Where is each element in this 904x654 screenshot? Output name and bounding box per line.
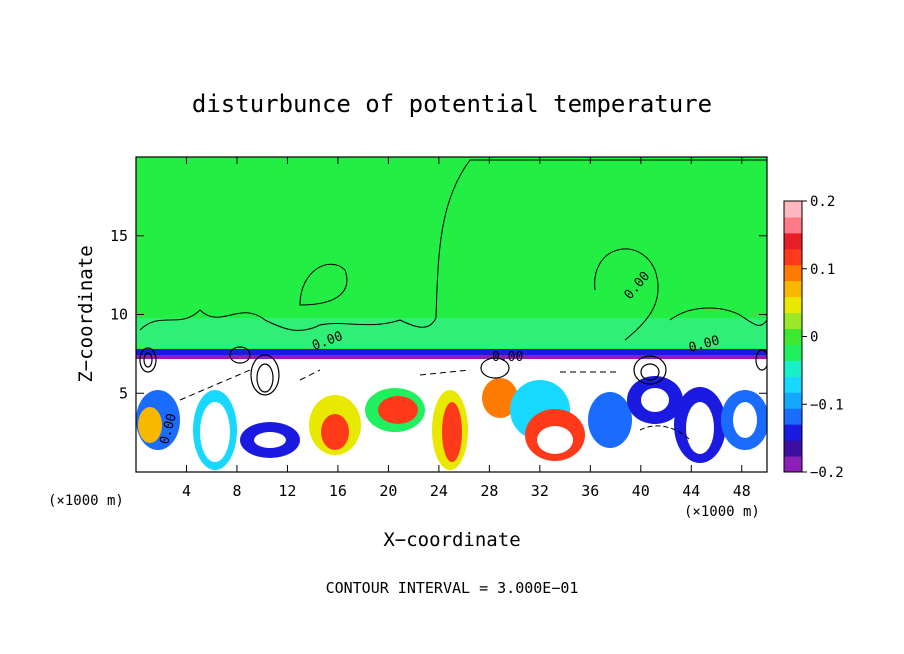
colorbar-segment	[784, 264, 802, 282]
colorbar-segment	[784, 376, 802, 393]
x-axis: 4 8 12 16 20 24 28 32 36 40 44 48	[182, 157, 751, 500]
y-axis: 5 10 15	[110, 227, 767, 402]
x-tick-label: 48	[733, 482, 751, 500]
x-tick-label: 12	[278, 482, 296, 500]
eddies	[136, 376, 767, 470]
colorbar-segment	[784, 248, 802, 266]
colorbar-segment	[784, 280, 802, 298]
colorbar	[783, 200, 803, 473]
y-axis-label: Z−coordinate	[75, 245, 97, 382]
x-tick-label: 24	[430, 482, 448, 500]
x-tick-label: 40	[632, 482, 650, 500]
colorbar-segment	[784, 312, 802, 330]
colorbar-segment	[784, 456, 802, 473]
x-unit-right: (×1000 m)	[684, 504, 760, 520]
colorbar-segment	[784, 296, 802, 314]
colorbar-ticks: 0.2 0.1 0 −0.1 −0.2	[802, 194, 844, 481]
x-tick-label: 4	[182, 482, 191, 500]
field-purple-band	[136, 355, 767, 359]
colorbar-segment	[784, 440, 802, 457]
colorbar-segment	[784, 216, 802, 234]
y-tick-label: 15	[110, 227, 128, 245]
colorbar-tick-label: 0.1	[810, 262, 835, 278]
colorbar-tick-label: 0	[810, 330, 818, 346]
chart-title: disturbunce of potential temperature	[192, 90, 712, 118]
field-cyan-layer	[136, 318, 767, 348]
x-tick-label: 16	[329, 482, 347, 500]
x-tick-label: 36	[581, 482, 599, 500]
colorbar-segment	[784, 408, 802, 425]
y-tick-label: 5	[119, 384, 128, 402]
colorbar-segment	[784, 328, 802, 345]
x-tick-label: 28	[480, 482, 498, 500]
contour-label-2: 0.00	[492, 350, 523, 365]
x-unit-left: (×1000 m)	[48, 493, 124, 509]
contour-lines	[139, 159, 767, 441]
x-axis-label: X−coordinate	[383, 529, 520, 551]
contour-interval-note: CONTOUR INTERVAL = 3.000E−01	[326, 579, 579, 597]
colorbar-segment	[784, 344, 802, 361]
plot-area: 0.00 0.00 0.00 0.00 0.00	[136, 157, 767, 472]
colorbar-tick-label: −0.1	[810, 397, 844, 413]
colorbar-segment	[784, 424, 802, 441]
x-tick-label: 32	[531, 482, 549, 500]
x-tick-label: 44	[682, 482, 700, 500]
colorbar-tick-label: −0.2	[810, 465, 844, 481]
field-blue-band	[136, 349, 767, 358]
colorbar-segment	[784, 232, 802, 250]
y-tick-label: 10	[110, 306, 128, 324]
colorbar-segment	[784, 392, 802, 409]
colorbar-tick-label: 0.2	[810, 194, 835, 210]
colorbar-segment	[784, 201, 802, 218]
contour-clusters	[139, 346, 767, 396]
x-tick-label: 8	[232, 482, 241, 500]
colorbar-segment	[784, 360, 802, 377]
x-tick-label: 20	[379, 482, 397, 500]
